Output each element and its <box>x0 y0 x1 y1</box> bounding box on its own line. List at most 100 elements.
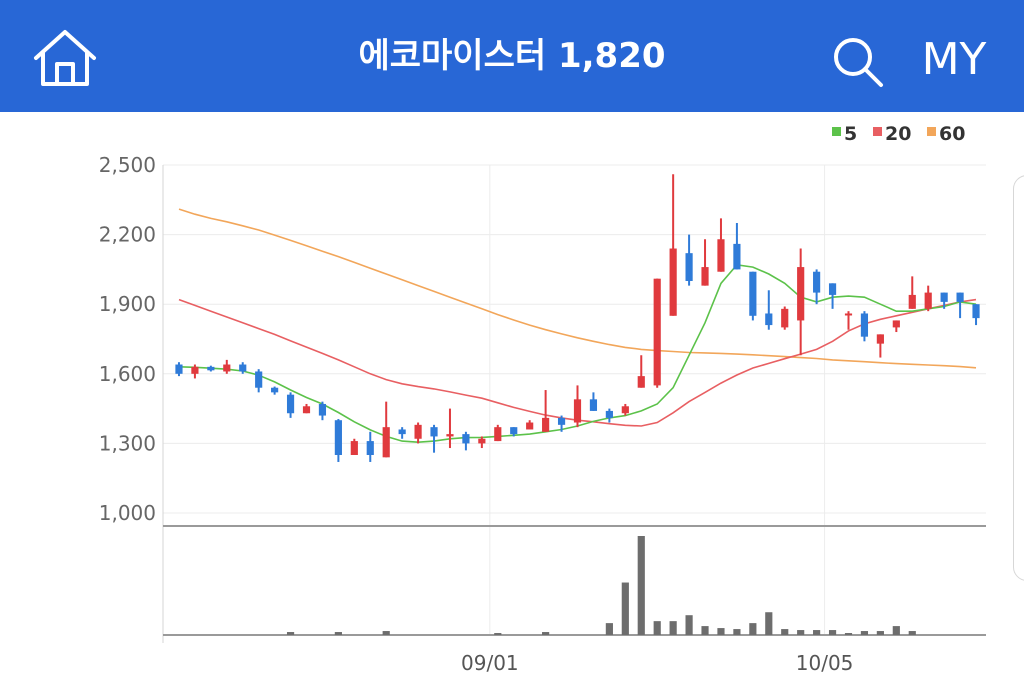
volume-bar <box>494 633 502 635</box>
search-button[interactable] <box>830 34 886 90</box>
candle-body <box>924 292 932 309</box>
candle-body <box>510 427 518 435</box>
candle-body <box>223 364 231 372</box>
legend-label: 5 <box>844 123 857 145</box>
candle-body <box>701 267 709 286</box>
volume-bar <box>765 612 773 635</box>
candle-body <box>605 410 613 418</box>
candle-body <box>733 243 741 270</box>
candle-body <box>876 334 884 344</box>
volume-bar <box>382 631 390 635</box>
app-header: 에코마이스터 1,820 MY <box>0 0 1024 112</box>
candle-body <box>255 371 263 388</box>
candle-body <box>446 434 454 437</box>
x-tick-label: 09/01 <box>461 651 519 675</box>
volume-bar <box>844 633 853 635</box>
candle-body <box>494 427 502 442</box>
candle-body <box>972 304 980 319</box>
volume-bar <box>605 623 613 635</box>
candle-body <box>573 399 582 423</box>
candle-body <box>813 271 821 293</box>
volume-bar <box>749 623 757 635</box>
candle-body <box>526 422 534 430</box>
candle-body <box>749 271 757 316</box>
stock-title: 에코마이스터 1,820 <box>358 36 666 76</box>
candle-body <box>908 294 916 309</box>
candle-body <box>542 417 550 432</box>
y-tick-label: 1,000 <box>99 501 156 525</box>
legend-label: 60 <box>939 123 965 145</box>
home-icon <box>34 30 96 86</box>
volume-bar <box>876 631 884 635</box>
candle-body <box>621 406 629 414</box>
candle-body <box>271 387 279 393</box>
candle-body <box>860 313 869 337</box>
volume-bar <box>286 632 295 635</box>
candle-body <box>350 441 358 455</box>
legend-swatch <box>927 127 936 136</box>
candle-body <box>781 308 789 328</box>
candle-body <box>637 376 645 388</box>
candle-body <box>557 417 566 425</box>
volume-bar <box>621 582 629 635</box>
candle-body <box>653 278 661 386</box>
candle-body <box>191 366 199 374</box>
candle-body <box>717 239 725 272</box>
legend-swatch <box>873 127 882 136</box>
candle-body <box>940 292 948 302</box>
candle-body <box>478 438 486 444</box>
candle-body <box>462 434 470 444</box>
volume-bar <box>669 621 677 635</box>
candle-body <box>414 424 422 439</box>
volume-bar <box>334 632 342 635</box>
volume-bar <box>685 615 693 635</box>
candle-body <box>892 320 900 328</box>
candle-body <box>685 253 693 281</box>
legend-label: 20 <box>885 123 911 145</box>
y-tick-label: 1,900 <box>99 292 156 316</box>
volume-bar <box>653 621 661 635</box>
volume-bar <box>701 626 709 635</box>
candle-body <box>175 364 183 374</box>
volume-bar <box>813 630 821 635</box>
ma60-line <box>178 208 977 369</box>
candle-body <box>366 441 374 455</box>
home-button[interactable] <box>30 28 100 88</box>
y-tick-label: 2,200 <box>99 223 156 247</box>
candle-body <box>828 283 837 295</box>
volume-bar <box>892 626 900 635</box>
candle-body <box>239 364 247 372</box>
volume-bar <box>908 631 916 635</box>
candle-body <box>207 366 215 371</box>
candle-body <box>382 427 390 458</box>
candle-body <box>334 420 342 455</box>
y-tick-label: 1,300 <box>99 431 156 455</box>
volume-bar <box>860 631 869 635</box>
my-button[interactable]: MY <box>921 34 987 85</box>
volume-bar <box>542 632 550 635</box>
candle-body <box>302 406 311 414</box>
scroll-handle[interactable] <box>1013 175 1024 581</box>
search-icon <box>834 38 883 87</box>
candle-body <box>765 313 773 326</box>
candle-body <box>286 394 295 414</box>
candle-body <box>844 313 853 316</box>
y-tick-label: 2,500 <box>99 153 156 177</box>
candle-body <box>589 399 598 411</box>
volume-bar <box>828 630 837 635</box>
candle-body <box>797 267 805 321</box>
candle-body <box>318 403 327 416</box>
volume-bar <box>733 629 741 635</box>
volume-bar <box>797 630 805 635</box>
candle-body <box>398 429 406 435</box>
candle-body <box>430 427 438 437</box>
stock-chart: 2,500 2,200 1,900 1,600 1,300 1,000 09/01 10/05… <box>99 123 986 675</box>
y-tick-label: 1,600 <box>99 362 156 386</box>
legend-swatch <box>832 127 841 136</box>
candle-body <box>669 248 677 316</box>
candle-body <box>956 292 964 302</box>
volume-bar <box>637 536 645 635</box>
x-tick-label: 10/05 <box>796 651 854 675</box>
volume-bar <box>717 628 725 635</box>
volume-bar <box>781 629 789 635</box>
